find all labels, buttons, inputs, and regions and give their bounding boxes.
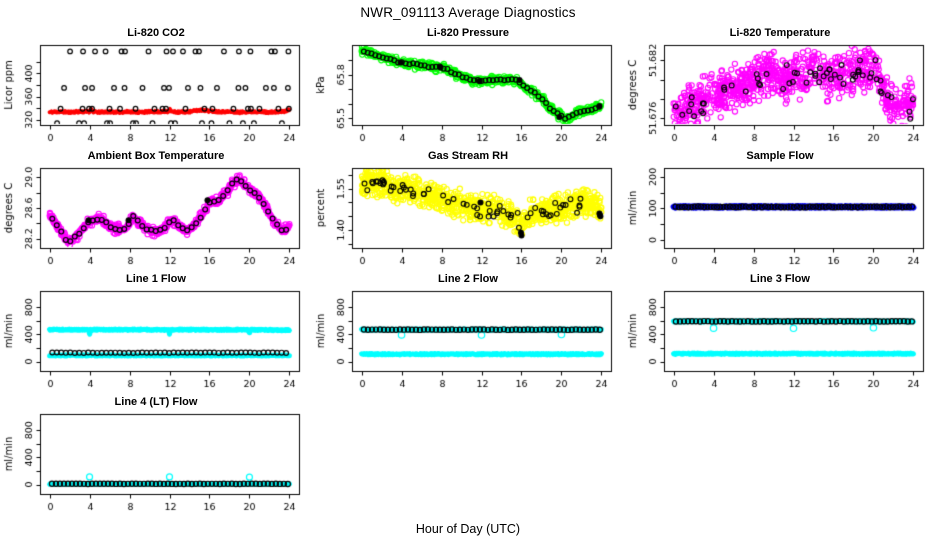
chart-panel: Ambient Box Temperature [0, 149, 312, 272]
chart-canvas [624, 164, 936, 272]
chart-panel: Gas Stream RH [312, 149, 624, 272]
x-axis-title: Hour of Day (UTC) [415, 522, 521, 536]
chart-title: Sample Flow [746, 150, 814, 162]
chart-canvas [0, 287, 312, 395]
chart-panel: Line 1 Flow [0, 272, 312, 395]
chart-panel: Line 3 Flow [624, 272, 936, 395]
chart-title: Line 1 Flow [126, 273, 186, 285]
chart-title: Line 3 Flow [750, 273, 810, 285]
chart-title: Gas Stream RH [427, 150, 509, 162]
chart-panel: Line 4 (LT) Flow [0, 395, 312, 518]
page-title: NWR_091113 Average Diagnostics [360, 5, 576, 20]
chart-canvas [0, 41, 312, 149]
plots-grid: Li-820 CO2 Li-820 Pressure Li-820 Temper… [0, 26, 936, 518]
chart-canvas [624, 41, 936, 149]
chart-title: Line 4 (LT) Flow [114, 396, 198, 408]
chart-canvas [312, 41, 624, 149]
chart-canvas [312, 164, 624, 272]
chart-panel: Sample Flow [624, 149, 936, 272]
chart-canvas [312, 287, 624, 395]
chart-panel: Li-820 Temperature [624, 26, 936, 149]
chart-title: Line 2 Flow [438, 273, 498, 285]
chart-canvas [624, 287, 936, 395]
chart-canvas [0, 164, 312, 272]
chart-panel: Li-820 Pressure [312, 26, 624, 149]
chart-title: Li-820 Temperature [729, 27, 831, 39]
chart-title: Li-820 CO2 [127, 27, 185, 39]
chart-panel: Line 2 Flow [312, 272, 624, 395]
chart-canvas [0, 410, 312, 518]
chart-panel: Li-820 CO2 [0, 26, 312, 149]
chart-title: Ambient Box Temperature [87, 150, 225, 162]
chart-title: Li-820 Pressure [427, 27, 509, 39]
